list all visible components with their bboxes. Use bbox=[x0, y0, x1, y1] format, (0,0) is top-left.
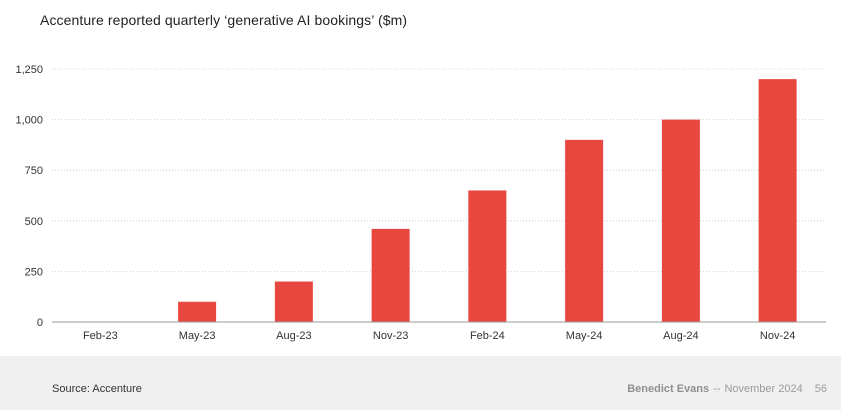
x-tick-label: Nov-24 bbox=[760, 330, 795, 342]
bar-nov-24 bbox=[758, 79, 797, 323]
bar-nov-23 bbox=[371, 228, 410, 322]
credit-separator: -- bbox=[713, 383, 721, 395]
credit-date: November 2024 bbox=[724, 383, 803, 395]
footer: Source: Accenture Benedict Evans -- Novemb… bbox=[0, 356, 841, 410]
bar-feb-24 bbox=[468, 190, 507, 322]
bar-may-24 bbox=[565, 139, 604, 322]
source-note: Source: Accenture bbox=[52, 383, 142, 395]
y-tick-label: 0 bbox=[37, 317, 43, 329]
y-tick-label: 500 bbox=[25, 216, 43, 228]
x-tick-label: Feb-23 bbox=[83, 330, 118, 342]
page-number: 56 bbox=[814, 383, 827, 395]
chart-title: Accenture reported quarterly ‘generative… bbox=[40, 12, 408, 28]
bar-aug-23 bbox=[274, 281, 313, 322]
x-tick-label: Feb-24 bbox=[470, 330, 505, 342]
x-axis-ticks: Feb-23 May-23 Aug-23 Nov-23 Feb-24 May-24 Aug-… bbox=[83, 330, 795, 342]
bars bbox=[178, 79, 797, 323]
x-tick-label: Aug-23 bbox=[276, 330, 311, 342]
y-tick-label: 250 bbox=[25, 266, 43, 278]
x-tick-label: May-24 bbox=[566, 330, 603, 342]
x-tick-label: Aug-24 bbox=[663, 330, 698, 342]
bar-chart: 0 250 500 750 1,000 1,250 Feb-23 May-23 Aug-23 N… bbox=[15, 64, 826, 342]
bar-may-23 bbox=[178, 301, 217, 322]
x-tick-label: May-23 bbox=[179, 330, 216, 342]
gridlines bbox=[52, 68, 826, 272]
x-tick-label: Nov-23 bbox=[373, 330, 408, 342]
y-tick-label: 750 bbox=[25, 165, 43, 177]
y-axis-ticks: 0 250 500 750 1,000 1,250 bbox=[15, 64, 43, 329]
author-name: Benedict Evans bbox=[627, 383, 710, 395]
bar-aug-24 bbox=[661, 119, 700, 322]
y-tick-label: 1,250 bbox=[15, 64, 43, 76]
y-tick-label: 1,000 bbox=[15, 115, 43, 127]
credit: Benedict Evans -- November 2024 56 bbox=[627, 383, 827, 395]
